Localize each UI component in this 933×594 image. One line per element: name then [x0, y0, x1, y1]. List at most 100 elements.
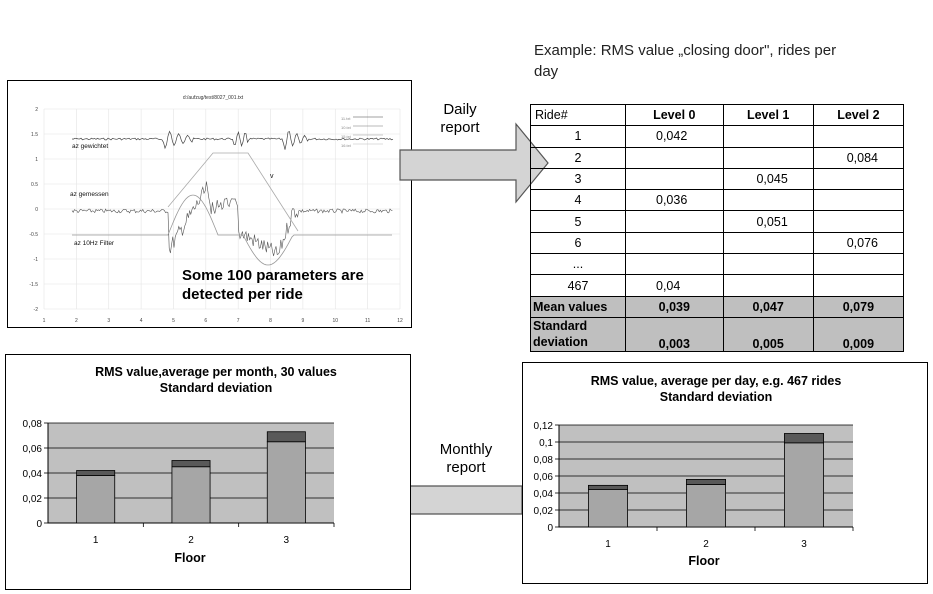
cell-level-0 — [625, 253, 724, 276]
monthly-report-line-1: Monthly — [439, 441, 493, 458]
bar-std-deviation — [76, 470, 116, 476]
std-label: Standard deviation — [530, 316, 626, 352]
x-tick-label: 1 — [605, 539, 611, 550]
x-tick-label: 6 — [204, 318, 207, 324]
y-tick-label: 0,04 — [23, 469, 43, 480]
trace-gemessen — [71, 181, 393, 257]
y-tick-label: 0,12 — [534, 421, 554, 432]
trace-velocity-profile — [167, 152, 299, 232]
signal-file-title: d:/aufzug/test/8027_001.txt — [183, 95, 244, 101]
signal-legend-item: 16.txt — [341, 143, 352, 148]
cell-level-0 — [625, 146, 724, 169]
bar-mean — [685, 484, 726, 528]
y-tick-label: 2 — [35, 107, 38, 113]
column-header-ride: Ride# — [530, 103, 626, 127]
signal-legend-item: 15.txt — [341, 134, 352, 139]
cell-level-1 — [722, 189, 814, 212]
caption-line-2: day — [534, 63, 559, 80]
table-row: 1 0,042 — [530, 125, 905, 148]
daily-report-line-1: Daily — [443, 101, 477, 118]
x-tick-label: 11 — [365, 318, 370, 324]
bar-mean — [588, 489, 629, 528]
cell-level-1 — [722, 146, 814, 169]
monthly-chart: RMS value,average per month, 30 values S… — [23, 365, 337, 565]
monthly-report-label: Monthly report — [428, 441, 504, 477]
rms-table: Ride# Level 0 Level 1 Level 2 1 0,042 2 0,0… — [530, 103, 905, 352]
cell-ride: 2 — [530, 146, 626, 169]
column-header-level-1: Level 1 — [722, 103, 814, 127]
table-row: 5 0,051 — [530, 210, 905, 233]
table-row: ... — [530, 253, 905, 276]
mean-level-0: 0,039 — [625, 295, 724, 318]
column-header-level-0: Level 0 — [625, 103, 724, 127]
bar-std-deviation — [783, 433, 824, 444]
cell-level-2 — [812, 189, 905, 212]
table-row: 3 0,045 — [530, 167, 905, 191]
chart-title-line-1: RMS value, average per day, e.g. 467 rid… — [591, 374, 842, 388]
x-tick-label: 1 — [93, 535, 99, 546]
x-tick-label: 9 — [302, 318, 305, 324]
daily-chart-panel: RMS value, average per day, e.g. 467 rid… — [522, 362, 928, 584]
signal-legend-item: 10.txt — [341, 125, 352, 130]
signal-plot: d:/aufzug/test/8027_001.txt 2 1.5 1 0.5 0 -0.… — [29, 95, 403, 324]
trace-label-gewichtet: az gewichtet — [72, 143, 108, 150]
parameters-note-line-1: Some 100 parameters are — [182, 267, 364, 284]
cell-level-1: 0,045 — [722, 167, 814, 191]
cell-level-1 — [722, 274, 814, 297]
cell-level-2: 0,076 — [812, 231, 905, 255]
cell-level-0: 0,042 — [625, 125, 724, 148]
x-tick-label: 12 — [397, 318, 403, 324]
y-tick-label: 0,08 — [23, 419, 43, 430]
bar-mean — [783, 442, 824, 528]
x-tick-label: 2 — [75, 318, 78, 324]
x-tick-label: 2 — [188, 535, 194, 546]
x-tick-label: 3 — [107, 318, 110, 324]
trace-gewichtet — [71, 130, 394, 150]
y-tick-label: 0,1 — [539, 438, 553, 449]
bar-std-deviation — [266, 431, 306, 443]
x-tick-label: 3 — [284, 535, 290, 546]
daily-report-label: Daily report — [425, 101, 495, 137]
trace-label-gemessen: az gemessen — [70, 191, 109, 198]
standard-deviation-row: Standard deviation 0,003 0,005 0,009 — [530, 316, 905, 352]
y-tick-label: -1 — [34, 257, 39, 263]
x-tick-label: 1 — [43, 318, 46, 324]
cell-ride: 467 — [530, 274, 626, 297]
cell-ride: 6 — [530, 231, 626, 255]
example-caption: Example: RMS value „closing door", rides… — [534, 40, 904, 82]
y-tick-label: 0,06 — [23, 444, 43, 455]
cell-level-0: 0,04 — [625, 274, 724, 297]
cell-ride: 1 — [530, 125, 626, 148]
chart-title-line-1: RMS value,average per month, 30 values — [95, 365, 337, 379]
cell-ride: 3 — [530, 167, 626, 191]
y-tick-label: -0.5 — [29, 232, 38, 238]
signal-traces — [71, 116, 394, 266]
mean-label: Mean values — [530, 295, 626, 318]
x-tick-label: 8 — [269, 318, 272, 324]
x-axis-label: Floor — [174, 551, 205, 565]
y-tick-label: 0,02 — [23, 494, 43, 505]
x-tick-label: 2 — [703, 539, 709, 550]
cell-level-0 — [625, 210, 724, 233]
cell-ride: ... — [530, 253, 626, 276]
y-tick-label: 1.5 — [31, 132, 38, 138]
y-tick-label: 0,06 — [534, 472, 554, 483]
daily-chart: RMS value, average per day, e.g. 467 rid… — [534, 374, 854, 568]
cell-level-1 — [722, 125, 814, 148]
column-header-level-2: Level 2 — [812, 103, 905, 127]
x-tick-label: 10 — [332, 318, 338, 324]
std-level-2: 0,009 — [812, 316, 905, 352]
parameters-note-line-2: detected per ride — [182, 286, 303, 303]
mean-values-row: Mean values 0,039 0,047 0,079 — [530, 295, 905, 318]
y-tick-label: 0,04 — [534, 489, 554, 500]
table-row: 6 0,076 — [530, 231, 905, 255]
cell-level-2 — [812, 210, 905, 233]
y-tick-label: -2 — [34, 307, 39, 313]
signal-y-ticks: 2 1.5 1 0.5 0 -0.5 -1 -1.5 -2 — [29, 107, 38, 313]
cell-level-2 — [812, 274, 905, 297]
signal-x-ticks: 1 2 3 4 5 6 7 8 9 10 11 12 — [43, 318, 403, 324]
x-axis-label: Floor — [688, 554, 719, 568]
bar-std-deviation — [588, 484, 629, 490]
cell-level-0: 0,036 — [625, 189, 724, 212]
chart-title-line-2: Standard deviation — [660, 390, 773, 404]
